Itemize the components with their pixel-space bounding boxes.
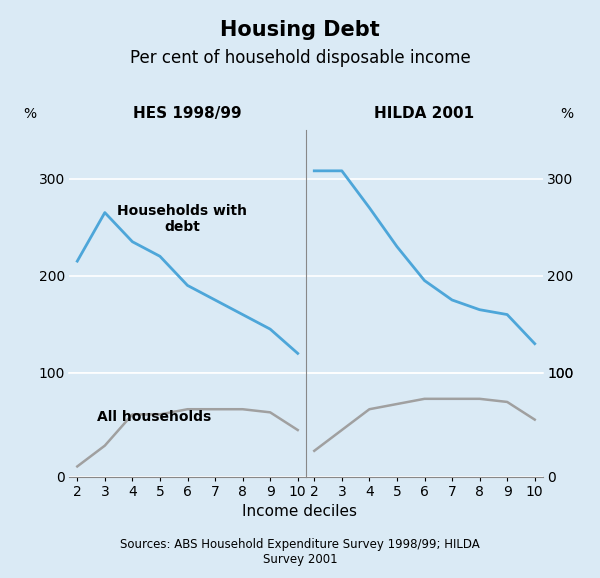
Text: Households with
debt: Households with debt	[117, 204, 247, 235]
Text: Per cent of household disposable income: Per cent of household disposable income	[130, 49, 470, 67]
Text: HILDA 2001: HILDA 2001	[374, 106, 475, 121]
Text: %: %	[560, 108, 574, 121]
Text: Sources: ABS Household Expenditure Survey 1998/99; HILDA
Survey 2001: Sources: ABS Household Expenditure Surve…	[120, 538, 480, 566]
Text: All households: All households	[97, 409, 212, 424]
Text: %: %	[23, 108, 37, 121]
Text: Housing Debt: Housing Debt	[220, 20, 380, 40]
Text: HES 1998/99: HES 1998/99	[133, 106, 242, 121]
Text: Income deciles: Income deciles	[242, 504, 358, 519]
